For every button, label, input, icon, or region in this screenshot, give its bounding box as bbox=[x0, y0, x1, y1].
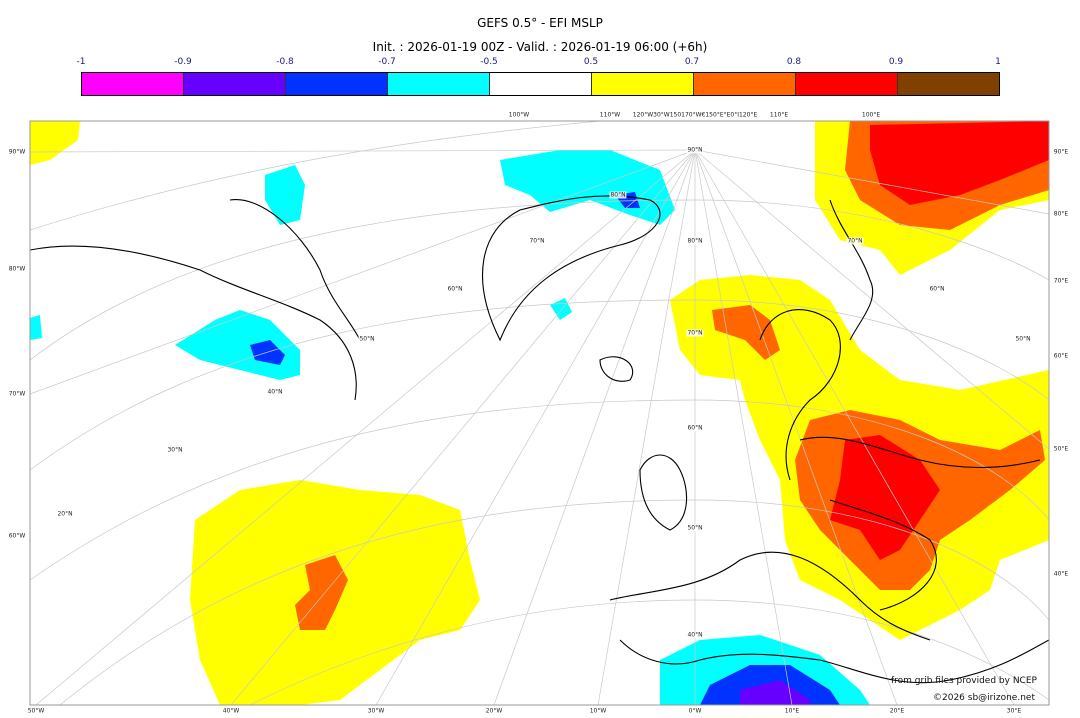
lon-label: 80°E bbox=[1052, 210, 1070, 218]
colorbar-swatch bbox=[490, 73, 592, 95]
colorbar-swatch bbox=[184, 73, 286, 95]
lon-label: 0°W bbox=[687, 707, 703, 715]
lon-label: 30°E bbox=[1005, 707, 1023, 715]
data-source-credit: from grib files provided by NCEP bbox=[891, 676, 1037, 686]
map-title: GEFS 0.5° - EFI MSLP bbox=[477, 16, 603, 30]
lon-label: 100°W bbox=[507, 111, 531, 119]
copyright-credit: ©2026 sb@irizone.net bbox=[933, 693, 1035, 703]
lat-label: 60°N bbox=[686, 424, 704, 432]
lon-label: 60°W bbox=[7, 532, 27, 540]
lon-label: 70°E bbox=[1052, 277, 1070, 285]
lat-label: 90°N bbox=[686, 146, 704, 154]
efi-cyan-region bbox=[265, 165, 305, 225]
lat-label: 60°N bbox=[446, 285, 464, 293]
lon-label: 10°W bbox=[588, 707, 608, 715]
lat-label: 20°N bbox=[56, 510, 74, 518]
efi-yellow-region bbox=[30, 121, 80, 165]
map-subtitle: Init. : 2026-01-19 00Z - Valid. : 2026-0… bbox=[372, 40, 708, 54]
lat-label: 40°N bbox=[686, 631, 704, 639]
lat-label: 60°N bbox=[928, 285, 946, 293]
lon-label: 10°E bbox=[783, 707, 801, 715]
colorbar-tick: -0.9 bbox=[174, 57, 192, 67]
colorbar-swatch bbox=[898, 73, 999, 95]
colorbar-tick: -1 bbox=[76, 57, 86, 67]
lon-label: 50°E bbox=[1052, 445, 1070, 453]
colorbar-tick: 0.9 bbox=[888, 57, 904, 67]
colorbar-swatch bbox=[82, 73, 184, 95]
efi-shading bbox=[30, 121, 1049, 705]
lat-label: 50°N bbox=[1014, 335, 1032, 343]
lat-label: 70°N bbox=[846, 237, 864, 245]
lon-label: 110°E bbox=[768, 111, 790, 119]
lat-label: 40°N bbox=[266, 388, 284, 396]
lon-label: 50°W bbox=[26, 707, 46, 715]
lon-label: 120°W30°W150170°W€150°E°E0°I120°E bbox=[631, 111, 759, 119]
lon-label: 90°E bbox=[1052, 148, 1070, 156]
lon-label: 110°W bbox=[598, 111, 622, 119]
colorbar-tick: -0.5 bbox=[480, 57, 498, 67]
efi-orange-region bbox=[712, 305, 780, 360]
lon-label: 90°W bbox=[7, 148, 27, 156]
colorbar-tick: -0.8 bbox=[276, 57, 294, 67]
efi-cyan-region bbox=[175, 310, 300, 380]
efi-purple-region bbox=[740, 680, 810, 705]
colorbar-tick: 1 bbox=[995, 57, 1001, 67]
lat-label: 80°N bbox=[609, 191, 627, 199]
efi-red-region bbox=[870, 121, 1049, 205]
colorbar bbox=[81, 72, 1000, 96]
colorbar-swatch bbox=[286, 73, 388, 95]
graticule bbox=[30, 121, 1049, 705]
efi-orange-region bbox=[295, 555, 348, 630]
lon-label: 60°E bbox=[1052, 352, 1070, 360]
colorbar-tick: -0.7 bbox=[378, 57, 396, 67]
lat-label: 50°N bbox=[358, 335, 376, 343]
lon-label: 30°W bbox=[366, 707, 386, 715]
colorbar-swatch bbox=[388, 73, 490, 95]
lon-label: 100°E bbox=[860, 111, 882, 119]
lon-label: 20°W bbox=[484, 707, 504, 715]
lat-label: 30°N bbox=[166, 446, 184, 454]
lon-label: 20°E bbox=[888, 707, 906, 715]
lat-label: 70°N bbox=[528, 237, 546, 245]
lat-label: 80°N bbox=[686, 237, 704, 245]
efi-cyan-region bbox=[30, 315, 42, 340]
colorbar-tick: 0.7 bbox=[684, 57, 700, 67]
colorbar-tick: 0.8 bbox=[786, 57, 802, 67]
lon-label: 80°W bbox=[7, 265, 27, 273]
colorbar-swatch bbox=[694, 73, 796, 95]
lat-label: 50°N bbox=[686, 524, 704, 532]
colorbar-swatch bbox=[592, 73, 694, 95]
lon-label: 40°W bbox=[221, 707, 241, 715]
colorbar-swatch bbox=[796, 73, 898, 95]
lon-label: 40°E bbox=[1052, 570, 1070, 578]
coastlines bbox=[30, 195, 1049, 684]
lat-label: 70°N bbox=[686, 329, 704, 337]
lon-label: 70°W bbox=[7, 390, 27, 398]
efi-cyan-region bbox=[500, 150, 675, 225]
map-frame bbox=[29, 120, 1050, 706]
colorbar-tick: 0.5 bbox=[583, 57, 599, 67]
